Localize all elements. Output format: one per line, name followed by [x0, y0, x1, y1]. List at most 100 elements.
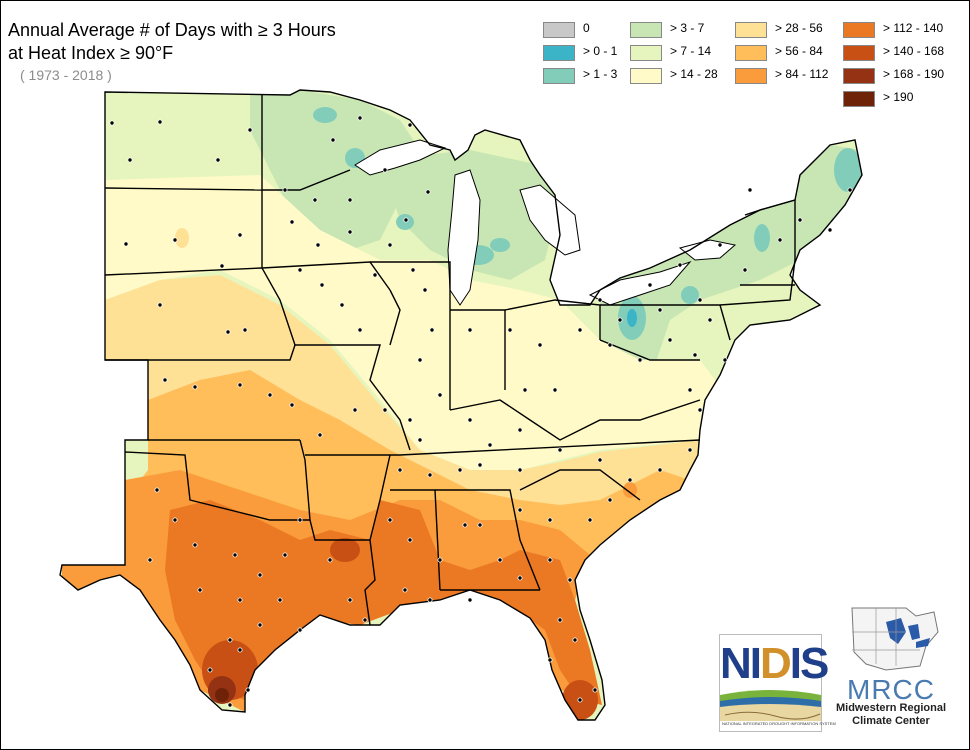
- station-dot: [407, 537, 413, 543]
- station-dot: [637, 357, 643, 363]
- station-dot: [227, 702, 233, 708]
- station-dot: [289, 402, 295, 408]
- legend-item: > 28 - 56: [735, 20, 905, 42]
- station-dot: [282, 552, 288, 558]
- legend-swatch: [630, 22, 662, 38]
- station-dot: [517, 575, 523, 581]
- station-dot: [257, 622, 263, 628]
- station-dot: [657, 307, 663, 313]
- station-dot: [147, 557, 153, 563]
- station-dot: [657, 467, 663, 473]
- station-dot: [597, 297, 603, 303]
- station-dot: [667, 337, 673, 343]
- legend-item: > 140 - 168: [843, 43, 970, 65]
- station-dot: [422, 287, 428, 293]
- station-dot: [225, 329, 231, 335]
- station-dot: [357, 115, 363, 121]
- station-dot: [627, 477, 633, 483]
- station-dot: [157, 119, 163, 125]
- station-dot: [245, 687, 251, 693]
- legend-item: > 3 - 7: [630, 20, 800, 42]
- station-dot: [517, 507, 523, 513]
- station-dot: [607, 342, 613, 348]
- station-dot: [277, 597, 283, 603]
- station-dot: [247, 127, 253, 133]
- station-dot: [567, 577, 573, 583]
- station-dot: [297, 517, 303, 523]
- station-dot: [547, 517, 553, 523]
- station-dot: [417, 437, 423, 443]
- station-dot: [597, 457, 603, 463]
- station-dot: [387, 242, 393, 248]
- station-dot: [429, 327, 435, 333]
- legend-item: > 168 - 190: [843, 66, 970, 88]
- station-dot: [547, 557, 553, 563]
- station-dot: [517, 467, 523, 473]
- station-dot: [330, 137, 336, 143]
- station-dot: [687, 387, 693, 393]
- nidis-landscape-graphic: [720, 690, 821, 721]
- legend-label: > 56 - 84: [775, 44, 823, 58]
- legend-swatch: [543, 22, 575, 38]
- legend-swatch: [843, 68, 875, 84]
- station-dot: [347, 229, 353, 235]
- station-dot: [382, 407, 388, 413]
- station-dot: [552, 387, 558, 393]
- legend-item: > 0 - 1: [543, 43, 713, 65]
- station-dot: [487, 442, 493, 448]
- legend-swatch: [843, 22, 875, 38]
- station-dot: [237, 382, 243, 388]
- station-dot: [427, 472, 433, 478]
- legend-label: 0: [583, 21, 590, 35]
- station-dot: [127, 157, 133, 163]
- map-title-line1: Annual Average # of Days with ≥ 3 Hours: [8, 20, 336, 40]
- station-dot: [537, 342, 543, 348]
- station-dot: [592, 687, 598, 693]
- station-dot: [172, 517, 178, 523]
- station-dot: [154, 487, 160, 493]
- legend-swatch: [543, 45, 575, 61]
- state-boundaries: [59, 89, 863, 721]
- nidis-letters: IS: [789, 639, 830, 688]
- station-dot: [319, 282, 325, 288]
- legend-swatch: [843, 45, 875, 61]
- station-dot: [742, 267, 748, 273]
- station-dot: [427, 597, 433, 603]
- legend-swatch: [735, 45, 767, 61]
- station-dot: [402, 587, 408, 593]
- station-dot: [157, 302, 163, 308]
- station-dot: [297, 267, 303, 273]
- station-dot: [312, 197, 318, 203]
- mrcc-logo: MRCC Midwestern Regional Climate Center: [826, 600, 956, 730]
- legend-label: > 168 - 190: [883, 67, 945, 81]
- station-dot: [617, 317, 623, 323]
- nidis-logo-text: NIDIS: [720, 639, 829, 689]
- station-dot: [707, 317, 713, 323]
- station-dot: [517, 427, 523, 433]
- station-dot: [352, 407, 358, 413]
- station-dot: [797, 217, 803, 223]
- station-dot: [357, 327, 363, 333]
- station-dot: [242, 327, 248, 333]
- mrcc-region-map-icon: [851, 607, 939, 671]
- legend-item: > 112 - 140: [843, 20, 970, 42]
- station-dot: [827, 227, 833, 233]
- station-dot: [477, 522, 483, 528]
- station-dot: [215, 157, 221, 163]
- legend-label: > 14 - 28: [670, 67, 718, 81]
- legend-label: > 112 - 140: [883, 21, 944, 35]
- station-dot: [437, 392, 443, 398]
- station-dot: [587, 517, 593, 523]
- legend-label: > 28 - 56: [775, 21, 823, 35]
- map-title-line2: at Heat Index ≥ 90°F: [8, 43, 174, 63]
- legend-swatch: [735, 22, 767, 38]
- station-dot: [697, 297, 703, 303]
- station-dot: [192, 542, 198, 548]
- station-dot: [437, 557, 443, 563]
- station-dot: [410, 267, 416, 273]
- legend-item: 0: [543, 20, 713, 42]
- station-dot: [257, 572, 263, 578]
- station-dot: [372, 272, 378, 278]
